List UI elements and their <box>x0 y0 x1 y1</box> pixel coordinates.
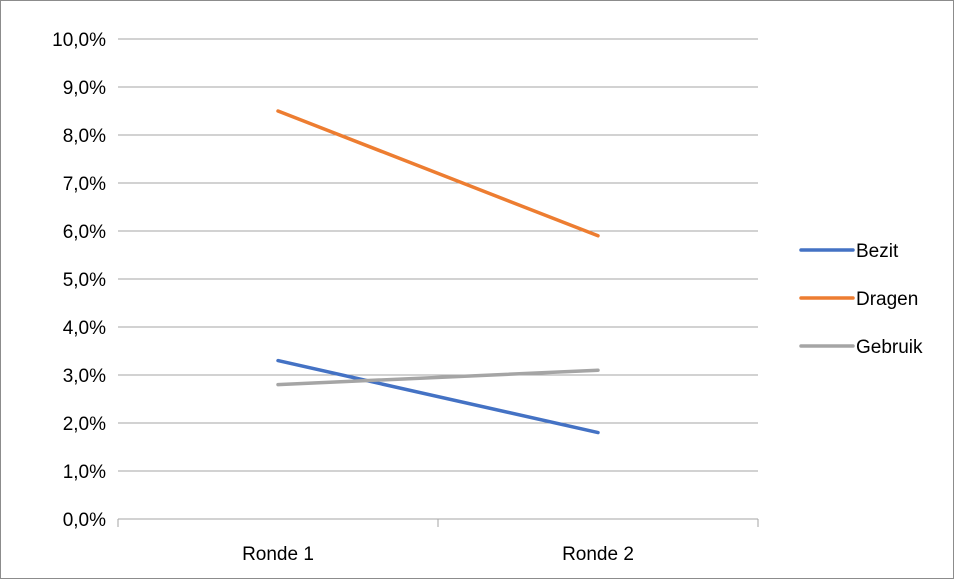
x-axis-tick-labels: Ronde 1 Ronde 2 <box>242 544 634 565</box>
series-line-bezit <box>276 358 600 435</box>
y-axis-tick-labels: 0,0% 1,0% 2,0% 3,0% 4,0% 5,0% 6,0% 7,0% 8,0% 9,0%… <box>52 30 106 531</box>
legend-item-gebruik: Gebruik <box>799 337 923 358</box>
gridlines <box>118 38 758 472</box>
legend-label: Bezit <box>856 241 899 262</box>
x-tick-label: Ronde 2 <box>562 544 634 565</box>
legend-item-dragen: Dragen <box>799 289 918 310</box>
legend-item-bezit: Bezit <box>799 241 899 262</box>
y-tick-label: 8,0% <box>63 126 106 147</box>
y-tick-label: 6,0% <box>63 222 106 243</box>
y-tick-label: 4,0% <box>63 318 106 339</box>
y-tick-label: 2,0% <box>63 414 106 435</box>
y-tick-label: 10,0% <box>52 30 106 51</box>
y-tick-label: 3,0% <box>63 366 106 387</box>
legend-label: Gebruik <box>856 337 923 358</box>
legend-label: Dragen <box>856 289 918 310</box>
x-tick-label: Ronde 1 <box>242 544 314 565</box>
y-tick-label: 0,0% <box>63 510 106 531</box>
legend: Bezit Dragen Gebruik <box>799 241 923 358</box>
y-tick-label: 7,0% <box>63 174 106 195</box>
series-line-gebruik <box>276 368 600 387</box>
y-tick-label: 5,0% <box>63 270 106 291</box>
x-axis <box>117 518 759 527</box>
y-tick-label: 9,0% <box>63 78 106 99</box>
y-tick-label: 1,0% <box>63 462 106 483</box>
series-lines <box>276 109 600 435</box>
series-line-dragen <box>276 109 600 238</box>
